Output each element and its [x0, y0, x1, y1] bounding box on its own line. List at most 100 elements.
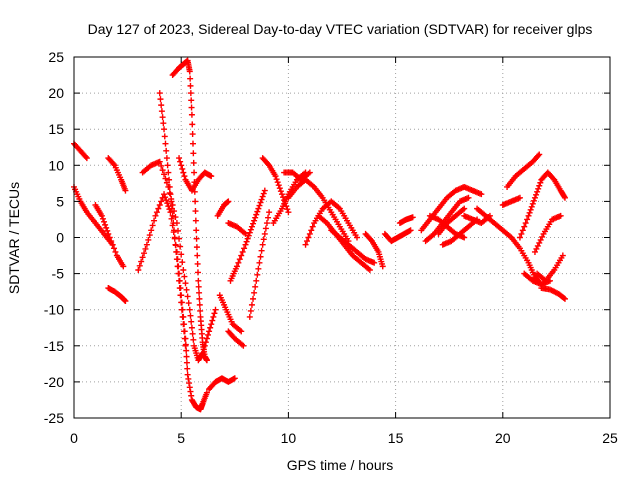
data-point: [162, 194, 169, 201]
data-point: [149, 222, 156, 229]
data-point: [176, 235, 183, 242]
data-point: [246, 313, 253, 320]
data-point: [524, 216, 531, 223]
series-arc-39: [531, 212, 564, 255]
series-arc-09: [169, 57, 210, 364]
data-point: [190, 159, 197, 166]
data-point: [162, 140, 169, 147]
data-point: [561, 295, 568, 302]
data-point: [522, 220, 529, 227]
data-point: [165, 169, 172, 176]
data-point: [525, 212, 532, 219]
data-point: [186, 68, 193, 75]
chart-title: Day 127 of 2023, Sidereal Day-to-day VTE…: [88, 21, 593, 37]
series-arc-10: [176, 155, 215, 194]
data-point: [143, 241, 150, 248]
data-point: [176, 285, 183, 292]
data-point: [183, 286, 190, 293]
data-point: [191, 169, 198, 176]
data-point: [247, 226, 254, 233]
data-point: [251, 217, 258, 224]
data-point: [242, 230, 249, 237]
data-point: [240, 342, 247, 349]
data-point: [409, 214, 416, 221]
data-point: [188, 318, 195, 325]
data-point: [194, 252, 201, 259]
data-point: [163, 155, 170, 162]
data-point: [189, 140, 196, 147]
data-point: [518, 230, 525, 237]
data-point: [244, 235, 251, 242]
data-point: [184, 293, 191, 300]
data-point: [519, 227, 526, 234]
series-arc-34: [474, 205, 545, 288]
y-tick-label: -20: [44, 374, 64, 390]
data-point: [175, 270, 182, 277]
series-arc-21: [285, 176, 352, 245]
y-axis-label: SDTVAR / TECUs: [6, 182, 22, 294]
data-point: [265, 214, 272, 221]
data-point: [259, 193, 266, 200]
data-point: [167, 209, 174, 216]
data-point: [252, 283, 259, 290]
data-point: [192, 217, 199, 224]
data-point: [535, 152, 542, 159]
data-point: [248, 301, 255, 308]
data-point: [181, 273, 188, 280]
data-point: [180, 266, 187, 273]
data-point: [251, 289, 258, 296]
data-point: [194, 260, 201, 267]
series-arc-12: [214, 198, 232, 219]
data-point: [539, 233, 546, 240]
data-point: [531, 194, 538, 201]
data-point: [528, 203, 535, 210]
data-point: [171, 234, 178, 241]
data-point: [161, 191, 168, 198]
data-point: [177, 158, 184, 165]
data-point: [193, 235, 200, 242]
y-tick-label: -10: [44, 302, 64, 318]
data-point: [533, 245, 540, 252]
data-point: [275, 182, 282, 189]
x-tick-label: 5: [177, 430, 185, 446]
axis-ticks: [73, 56, 611, 419]
series-arc-24: [328, 227, 378, 266]
data-point: [172, 214, 179, 221]
data-point: [177, 292, 184, 299]
data-point: [158, 108, 165, 115]
data-point: [163, 179, 170, 186]
data-point: [176, 155, 183, 162]
data-point: [182, 280, 189, 287]
data-point: [197, 307, 204, 314]
data-point: [105, 230, 112, 237]
data-point: [164, 200, 171, 207]
data-point: [136, 262, 143, 269]
data-point: [102, 221, 109, 228]
data-point: [112, 248, 119, 255]
data-point: [186, 384, 193, 391]
series-arc-15: [225, 328, 247, 349]
data-point: [141, 250, 148, 257]
data-point: [161, 126, 168, 133]
data-point: [407, 227, 414, 234]
data-point: [122, 298, 129, 305]
data-point: [159, 167, 166, 174]
series-arc-25: [362, 230, 386, 270]
data-point: [208, 321, 215, 328]
data-point: [535, 185, 542, 192]
data-point: [188, 97, 195, 104]
data-point: [177, 243, 184, 250]
data-point: [277, 188, 284, 195]
data-point: [379, 263, 386, 270]
y-tick-label: 0: [56, 230, 64, 246]
data-point: [156, 202, 163, 209]
data-point: [166, 189, 173, 196]
data-point: [186, 380, 193, 387]
data-point: [252, 214, 259, 221]
data-point: [207, 324, 214, 331]
data-point: [179, 313, 186, 320]
series-arc-27: [396, 214, 416, 227]
data-point: [309, 223, 316, 230]
data-point: [172, 241, 179, 248]
y-tick-label: 15: [48, 121, 64, 137]
